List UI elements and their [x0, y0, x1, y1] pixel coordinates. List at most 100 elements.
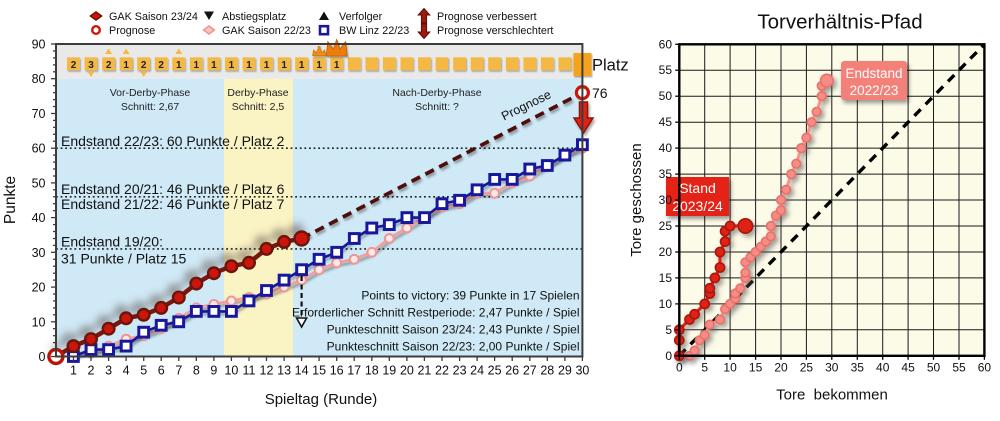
svg-text:29: 29	[558, 364, 572, 378]
svg-text:Erforderlicher Schnitt Restper: Erforderlicher Schnitt Restperiode: 2,47…	[292, 306, 579, 320]
svg-text:1: 1	[246, 60, 252, 71]
svg-text:0: 0	[665, 349, 672, 363]
svg-text:Prognose verschlechtert: Prognose verschlechtert	[437, 25, 553, 37]
svg-text:1: 1	[70, 364, 77, 378]
svg-text:5: 5	[140, 364, 147, 378]
svg-text:Endstand 21/22: 46 Punkte / Pl: Endstand 21/22: 46 Punkte / Platz 7	[61, 196, 285, 212]
svg-text:15: 15	[749, 361, 763, 375]
svg-text:31 Punkte / Platz 15: 31 Punkte / Platz 15	[61, 251, 187, 267]
svg-text:Prognose verbessert: Prognose verbessert	[437, 11, 537, 23]
svg-text:20: 20	[774, 361, 788, 375]
svg-text:20: 20	[659, 245, 673, 259]
svg-text:1: 1	[316, 60, 322, 71]
svg-text:Schnitt: ?: Schnitt: ?	[415, 101, 459, 113]
svg-text:24: 24	[470, 364, 484, 378]
svg-text:Vor-Derby-Phase: Vor-Derby-Phase	[110, 87, 191, 99]
svg-text:2: 2	[88, 364, 95, 378]
svg-text:18: 18	[365, 364, 379, 378]
svg-text:30: 30	[32, 246, 46, 260]
svg-text:Prognose: Prognose	[109, 25, 155, 37]
svg-text:14: 14	[295, 364, 309, 378]
svg-text:26: 26	[505, 364, 519, 378]
svg-text:30: 30	[659, 193, 673, 207]
svg-text:21: 21	[417, 364, 431, 378]
svg-text:1: 1	[123, 60, 129, 71]
svg-text:3: 3	[88, 60, 94, 71]
svg-text:10: 10	[32, 315, 46, 329]
svg-text:5: 5	[701, 361, 708, 375]
svg-text:22: 22	[435, 364, 449, 378]
svg-text:25: 25	[800, 361, 814, 375]
svg-text:Punkteschnitt Saison 23/24: 2,: Punkteschnitt Saison 23/24: 2,43 Punkte …	[327, 323, 580, 337]
svg-text:1: 1	[194, 60, 200, 71]
svg-text:Points to victory: 39 Punkte i: Points to victory: 39 Punkte in 17 Spiel…	[361, 289, 579, 303]
svg-text:GAK Saison 23/24: GAK Saison 23/24	[109, 11, 198, 23]
svg-text:1: 1	[281, 60, 287, 71]
svg-text:BW Linz 22/23: BW Linz 22/23	[339, 25, 409, 37]
svg-text:80: 80	[32, 72, 46, 86]
svg-text:6: 6	[158, 364, 165, 378]
svg-text:20: 20	[400, 364, 414, 378]
svg-text:16: 16	[330, 364, 344, 378]
svg-text:9: 9	[210, 364, 217, 378]
svg-text:60: 60	[659, 37, 673, 51]
svg-text:Endstand 20/21: 46 Punkte / Pl: Endstand 20/21: 46 Punkte / Platz 6	[61, 181, 285, 197]
svg-text:8: 8	[193, 364, 200, 378]
svg-text:Derby-Phase: Derby-Phase	[227, 87, 288, 99]
svg-text:55: 55	[952, 361, 966, 375]
svg-text:Tore geschossen: Tore geschossen	[628, 143, 645, 256]
svg-text:0: 0	[39, 350, 46, 364]
svg-text:25: 25	[488, 364, 502, 378]
svg-text:20: 20	[32, 281, 46, 295]
svg-text:35: 35	[851, 361, 865, 375]
svg-text:40: 40	[659, 141, 673, 155]
svg-text:11: 11	[243, 364, 256, 378]
svg-text:4: 4	[123, 364, 130, 378]
svg-text:30: 30	[575, 364, 589, 378]
svg-text:Endstand 22/23: 60 Punkte / Pl: Endstand 22/23: 60 Punkte / Platz 2	[61, 133, 285, 149]
svg-text:2023/24: 2023/24	[672, 198, 723, 214]
svg-text:13: 13	[277, 364, 291, 378]
svg-text:45: 45	[659, 115, 673, 129]
svg-text:30: 30	[825, 361, 839, 375]
svg-text:Abstiegsplatz: Abstiegsplatz	[222, 11, 286, 23]
svg-text:55: 55	[659, 63, 673, 77]
svg-text:Schnitt: 2,5: Schnitt: 2,5	[232, 101, 285, 113]
svg-text:2: 2	[106, 60, 112, 71]
svg-text:50: 50	[32, 176, 46, 190]
svg-text:Verfolger: Verfolger	[339, 11, 383, 23]
svg-text:1: 1	[176, 60, 182, 71]
svg-text:17: 17	[347, 364, 361, 378]
svg-text:90: 90	[32, 38, 46, 52]
svg-text:40: 40	[876, 361, 890, 375]
svg-text:15: 15	[312, 364, 326, 378]
svg-text:Spieltag (Runde): Spieltag (Runde)	[265, 391, 378, 408]
svg-text:10: 10	[659, 297, 673, 311]
svg-text:27: 27	[523, 364, 537, 378]
svg-text:0: 0	[676, 361, 683, 375]
svg-text:GAK Saison 22/23: GAK Saison 22/23	[222, 25, 311, 37]
svg-text:5: 5	[665, 323, 672, 337]
svg-text:1: 1	[334, 60, 340, 71]
svg-text:50: 50	[659, 89, 673, 103]
svg-text:15: 15	[659, 271, 673, 285]
svg-text:12: 12	[260, 364, 274, 378]
svg-text:Platz: Platz	[592, 57, 629, 75]
svg-text:50: 50	[927, 361, 941, 375]
svg-text:70: 70	[32, 107, 46, 121]
svg-text:45: 45	[901, 361, 915, 375]
svg-text:3: 3	[105, 364, 112, 378]
svg-text:Nach-Derby-Phase: Nach-Derby-Phase	[392, 87, 481, 99]
svg-text:1: 1	[211, 60, 217, 71]
svg-text:Stand: Stand	[679, 180, 716, 196]
svg-text:25: 25	[659, 219, 673, 233]
svg-text:19: 19	[382, 364, 396, 378]
svg-text:Punkteschnitt Saison 22/23: 2,: Punkteschnitt Saison 22/23: 2,00 Punkte …	[327, 340, 580, 354]
svg-text:35: 35	[659, 167, 673, 181]
svg-text:60: 60	[32, 142, 46, 156]
svg-text:2: 2	[141, 60, 147, 71]
svg-text:23: 23	[453, 364, 467, 378]
svg-text:40: 40	[32, 211, 46, 225]
svg-text:2022/23: 2022/23	[850, 83, 899, 98]
svg-text:60: 60	[978, 361, 992, 375]
